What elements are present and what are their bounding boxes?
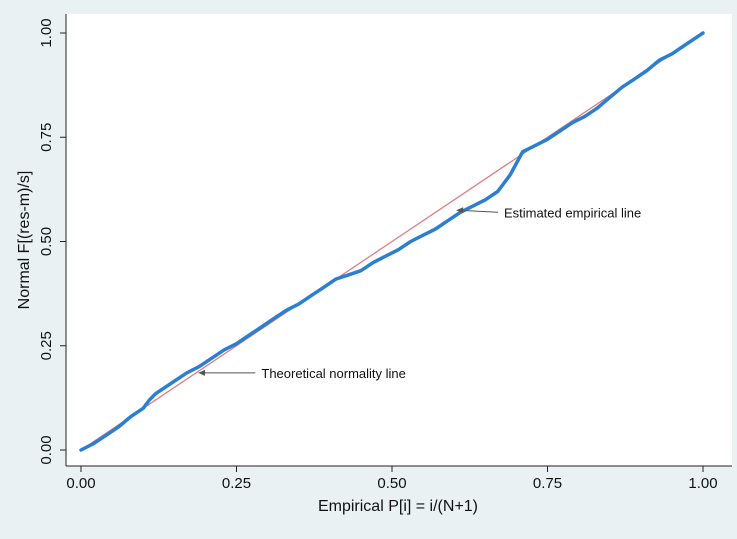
y-tick-label: 0.25 (38, 331, 55, 360)
theoretical-line (80, 32, 704, 451)
annotation-text: Theoretical normality line (261, 366, 406, 381)
x-tick-label: 0.75 (533, 475, 562, 492)
empirical-line (79, 31, 705, 452)
series-layer (79, 31, 705, 452)
annotations: Estimated empirical line Theoretical norm… (198, 205, 641, 381)
y-tick-label: 0.75 (38, 123, 55, 152)
y-tick-label: 0.00 (38, 435, 55, 464)
x-tick-label: 0.00 (66, 475, 95, 492)
annotation-text: Estimated empirical line (504, 205, 641, 220)
y-tick-label: 1.00 (38, 18, 55, 47)
annotation: Theoretical normality line (198, 366, 406, 381)
annotation: Estimated empirical line (456, 205, 641, 220)
x-tick-label: 0.25 (222, 475, 251, 492)
x-tick-label: 0.50 (377, 475, 406, 492)
annotation-arrowhead (456, 207, 464, 214)
annotation-arrowhead (198, 369, 206, 376)
x-axis-label: Empirical P[i] = i/(N+1) (318, 498, 478, 515)
y-tick-label: 0.50 (38, 227, 55, 256)
x-tick-label: 1.00 (688, 475, 717, 492)
y-ticks: 0.00 0.25 0.50 0.75 1.00 (38, 18, 66, 465)
x-ticks: 0.00 0.25 0.50 0.75 1.00 (66, 466, 718, 492)
y-axis-label: Normal F[(res-m)/s] (16, 171, 33, 310)
annotation-arrow-line (458, 209, 498, 213)
